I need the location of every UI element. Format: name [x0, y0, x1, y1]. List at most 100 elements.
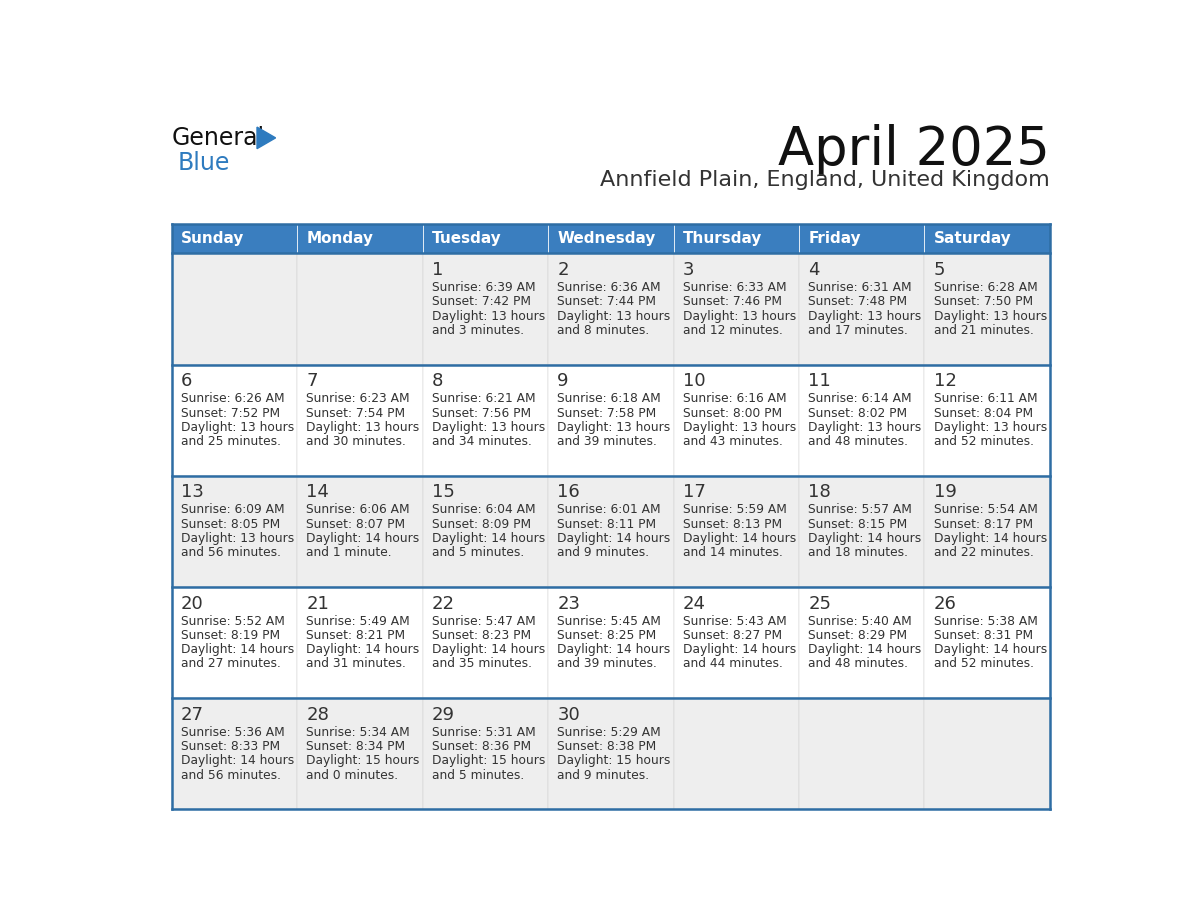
- Text: and 27 minutes.: and 27 minutes.: [181, 657, 280, 670]
- Text: and 52 minutes.: and 52 minutes.: [934, 657, 1034, 670]
- Bar: [800, 587, 924, 698]
- Text: 13: 13: [181, 484, 204, 501]
- Text: Sunrise: 5:43 AM: Sunrise: 5:43 AM: [683, 615, 786, 628]
- Text: 16: 16: [557, 484, 580, 501]
- Bar: [297, 364, 423, 476]
- Text: Sunset: 7:48 PM: Sunset: 7:48 PM: [808, 296, 908, 308]
- Bar: [674, 364, 800, 476]
- Text: Daylight: 14 hours: Daylight: 14 hours: [432, 532, 545, 545]
- Text: Sunrise: 5:52 AM: Sunrise: 5:52 AM: [181, 615, 285, 628]
- Text: Daylight: 13 hours: Daylight: 13 hours: [307, 420, 419, 434]
- Text: and 9 minutes.: and 9 minutes.: [557, 768, 650, 781]
- Text: Sunset: 7:58 PM: Sunset: 7:58 PM: [557, 407, 657, 420]
- Text: Sunset: 7:56 PM: Sunset: 7:56 PM: [432, 407, 531, 420]
- Text: Sunset: 8:23 PM: Sunset: 8:23 PM: [432, 629, 531, 642]
- Text: and 48 minutes.: and 48 minutes.: [808, 435, 909, 448]
- Text: Sunset: 8:19 PM: Sunset: 8:19 PM: [181, 629, 280, 642]
- Text: Daylight: 13 hours: Daylight: 13 hours: [432, 420, 545, 434]
- Text: Sunrise: 6:33 AM: Sunrise: 6:33 AM: [683, 281, 786, 294]
- Text: Sunset: 8:36 PM: Sunset: 8:36 PM: [432, 740, 531, 753]
- Bar: [297, 253, 423, 364]
- Text: and 31 minutes.: and 31 minutes.: [307, 657, 406, 670]
- Text: Sunrise: 5:54 AM: Sunrise: 5:54 AM: [934, 503, 1037, 517]
- Bar: [548, 364, 674, 476]
- Text: 8: 8: [432, 373, 443, 390]
- Text: Saturday: Saturday: [934, 231, 1011, 246]
- Bar: [423, 253, 548, 364]
- Text: Daylight: 13 hours: Daylight: 13 hours: [181, 420, 295, 434]
- Text: 20: 20: [181, 595, 204, 612]
- Text: Sunrise: 6:14 AM: Sunrise: 6:14 AM: [808, 392, 912, 405]
- Text: Sunset: 8:00 PM: Sunset: 8:00 PM: [683, 407, 782, 420]
- Text: Sunrise: 6:36 AM: Sunrise: 6:36 AM: [557, 281, 661, 294]
- Text: 5: 5: [934, 261, 946, 279]
- Text: 30: 30: [557, 706, 580, 723]
- Text: Wednesday: Wednesday: [557, 231, 656, 246]
- Text: 23: 23: [557, 595, 581, 612]
- Text: Daylight: 13 hours: Daylight: 13 hours: [557, 309, 670, 322]
- Text: 28: 28: [307, 706, 329, 723]
- Text: and 25 minutes.: and 25 minutes.: [181, 435, 282, 448]
- Bar: [674, 698, 800, 810]
- Text: Sunrise: 6:09 AM: Sunrise: 6:09 AM: [181, 503, 285, 517]
- Text: Sunset: 8:07 PM: Sunset: 8:07 PM: [307, 518, 405, 531]
- Text: 11: 11: [808, 373, 830, 390]
- Text: and 5 minutes.: and 5 minutes.: [432, 546, 524, 559]
- Text: Friday: Friday: [808, 231, 861, 246]
- Polygon shape: [257, 127, 276, 149]
- Text: Thursday: Thursday: [683, 231, 763, 246]
- Text: 25: 25: [808, 595, 832, 612]
- Bar: [548, 698, 674, 810]
- Text: and 0 minutes.: and 0 minutes.: [307, 768, 399, 781]
- Text: Sunrise: 6:04 AM: Sunrise: 6:04 AM: [432, 503, 536, 517]
- Text: Sunrise: 5:45 AM: Sunrise: 5:45 AM: [557, 615, 662, 628]
- Text: General: General: [172, 126, 265, 150]
- Text: Sunrise: 6:18 AM: Sunrise: 6:18 AM: [557, 392, 661, 405]
- Text: Daylight: 14 hours: Daylight: 14 hours: [683, 532, 796, 545]
- Bar: [172, 698, 297, 810]
- Text: Daylight: 14 hours: Daylight: 14 hours: [432, 644, 545, 656]
- Text: Daylight: 13 hours: Daylight: 13 hours: [683, 420, 796, 434]
- Text: Sunrise: 5:31 AM: Sunrise: 5:31 AM: [432, 726, 536, 739]
- Bar: [297, 698, 423, 810]
- Text: Sunrise: 6:23 AM: Sunrise: 6:23 AM: [307, 392, 410, 405]
- Text: 18: 18: [808, 484, 830, 501]
- Bar: [924, 364, 1050, 476]
- Text: Daylight: 14 hours: Daylight: 14 hours: [808, 532, 922, 545]
- Text: 21: 21: [307, 595, 329, 612]
- Text: Daylight: 14 hours: Daylight: 14 hours: [307, 532, 419, 545]
- Text: Tuesday: Tuesday: [432, 231, 501, 246]
- Text: and 56 minutes.: and 56 minutes.: [181, 546, 282, 559]
- Text: and 17 minutes.: and 17 minutes.: [808, 324, 908, 337]
- Bar: [297, 587, 423, 698]
- Text: 22: 22: [432, 595, 455, 612]
- Text: Sunset: 7:52 PM: Sunset: 7:52 PM: [181, 407, 280, 420]
- Text: Daylight: 14 hours: Daylight: 14 hours: [683, 644, 796, 656]
- Bar: [548, 224, 674, 253]
- Text: and 3 minutes.: and 3 minutes.: [432, 324, 524, 337]
- Text: 14: 14: [307, 484, 329, 501]
- Text: Daylight: 14 hours: Daylight: 14 hours: [181, 644, 295, 656]
- Text: and 21 minutes.: and 21 minutes.: [934, 324, 1034, 337]
- Text: and 18 minutes.: and 18 minutes.: [808, 546, 909, 559]
- Text: Sunset: 8:21 PM: Sunset: 8:21 PM: [307, 629, 405, 642]
- Bar: [172, 364, 297, 476]
- Text: and 48 minutes.: and 48 minutes.: [808, 657, 909, 670]
- Text: Sunset: 8:04 PM: Sunset: 8:04 PM: [934, 407, 1032, 420]
- Text: Sunrise: 5:47 AM: Sunrise: 5:47 AM: [432, 615, 536, 628]
- Text: Daylight: 13 hours: Daylight: 13 hours: [432, 309, 545, 322]
- Bar: [674, 587, 800, 698]
- Text: Daylight: 14 hours: Daylight: 14 hours: [181, 755, 295, 767]
- Text: Daylight: 13 hours: Daylight: 13 hours: [181, 532, 295, 545]
- Text: Sunset: 8:15 PM: Sunset: 8:15 PM: [808, 518, 908, 531]
- Text: Sunset: 7:50 PM: Sunset: 7:50 PM: [934, 296, 1032, 308]
- Bar: [548, 476, 674, 587]
- Text: and 39 minutes.: and 39 minutes.: [557, 435, 657, 448]
- Text: 26: 26: [934, 595, 956, 612]
- Text: Sunrise: 5:57 AM: Sunrise: 5:57 AM: [808, 503, 912, 517]
- Text: and 44 minutes.: and 44 minutes.: [683, 657, 783, 670]
- Text: 4: 4: [808, 261, 820, 279]
- Text: Daylight: 13 hours: Daylight: 13 hours: [557, 420, 670, 434]
- Text: Daylight: 15 hours: Daylight: 15 hours: [432, 755, 545, 767]
- Text: Daylight: 14 hours: Daylight: 14 hours: [307, 644, 419, 656]
